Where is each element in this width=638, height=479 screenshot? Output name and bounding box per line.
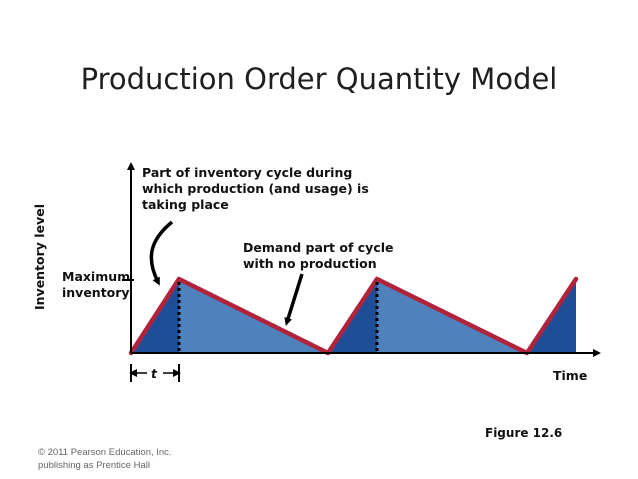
copyright-line1: © 2011 Pearson Education, Inc. (38, 447, 172, 458)
maximum-inventory-label: Maximum inventory (62, 269, 130, 301)
maximum-inventory-line1: Maximum (62, 269, 131, 284)
inventory-level-line (128, 276, 579, 356)
production-annotation-line2: which production (and usage) is (142, 181, 369, 196)
maximum-inventory-line2: inventory (62, 285, 130, 300)
production-annotation: Part of inventory cycle during which pro… (142, 165, 369, 213)
demand-annotation-line1: Demand part of cycle (243, 240, 394, 255)
demand-annotation: Demand part of cycle with no production (243, 240, 394, 272)
x-axis-label: Time (553, 368, 588, 383)
figure-label: Figure 12.6 (485, 426, 563, 440)
t-label: t (151, 366, 157, 381)
production-annotation-line1: Part of inventory cycle during (142, 165, 353, 180)
copyright-line2: publishing as Prentice Hall (38, 460, 150, 471)
copyright: © 2011 Pearson Education, Inc. publishin… (38, 446, 172, 472)
production-annotation-arrow (149, 220, 174, 286)
demand-annotation-line2: with no production (243, 256, 377, 271)
demand-annotation-arrow (284, 273, 304, 326)
slide-title: Production Order Quantity Model (80, 62, 558, 96)
production-annotation-line3: taking place (142, 197, 229, 212)
